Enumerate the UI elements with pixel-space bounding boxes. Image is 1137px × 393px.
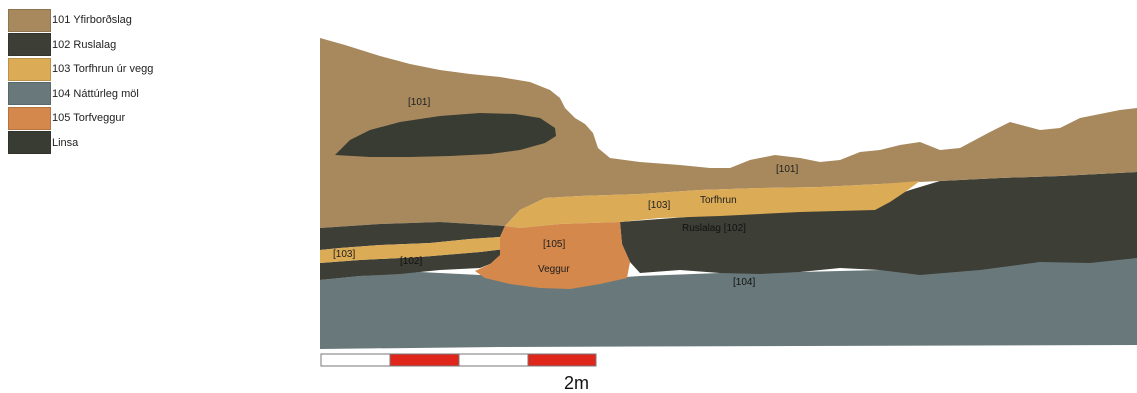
legend-swatch-104: [8, 82, 51, 106]
label-veggur: Veggur: [538, 264, 570, 275]
legend-item-103: 103 Torfhrun úr vegg: [8, 57, 153, 82]
legend-label-102: 102 Ruslalag: [52, 38, 117, 51]
legend-swatch-105: [8, 106, 51, 130]
legend-label-linsa: Linsa: [52, 136, 79, 149]
layer-101-topsoil: [320, 38, 1137, 228]
scale-segment-3: [458, 353, 529, 367]
label-105: [105]: [543, 239, 565, 250]
label-102: [102]: [400, 256, 422, 267]
legend-swatch-102: [8, 33, 51, 57]
legend-label-101: 101 Yfirborðslag: [52, 14, 132, 27]
layer-102-rubbish-left: [320, 249, 505, 280]
layer-105-turf-wall: [475, 222, 630, 289]
legend-item-104: 104 Náttúrleg möl: [8, 82, 153, 107]
legend-item-102: 102 Ruslalag: [8, 33, 153, 58]
label-104: [104]: [733, 277, 755, 288]
legend-item-linsa: Linsa: [8, 131, 153, 156]
legend-label-105: 105 Torfveggur: [52, 112, 126, 125]
scale-label: 2m: [564, 373, 589, 393]
scale-bar: 2m: [320, 353, 597, 393]
scale-segment-4: [527, 353, 597, 367]
legend-swatch-101: [8, 8, 51, 32]
label-torfhrun: Torfhrun: [700, 195, 737, 206]
label-ruslalag-102: Ruslalag [102]: [682, 223, 746, 234]
label-101-right: [101]: [776, 164, 798, 175]
layer-103-turf-collapse: [505, 181, 920, 228]
legend-label-104: 104 Náttúrleg möl: [52, 87, 139, 100]
legend-label-103: 103 Torfhrun úr vegg: [52, 63, 154, 76]
label-103-left: [103]: [333, 249, 355, 260]
layer-103-turf-collapse-left: [320, 237, 505, 263]
scale-segment-2: [389, 353, 460, 367]
label-101-upper: [101]: [408, 97, 430, 108]
legend-swatch-103: [8, 57, 51, 81]
legend-item-101: 101 Yfirborðslag: [8, 8, 153, 33]
scale-segment-1: [320, 353, 391, 367]
layer-102-upper-band: [320, 222, 505, 250]
layer-102-rubbish-right: [620, 172, 1137, 275]
legend-swatch-linsa: [8, 131, 51, 155]
legend: 101 Yfirborðslag 102 Ruslalag 103 Torfhr…: [8, 8, 153, 155]
legend-item-105: 105 Torfveggur: [8, 106, 153, 131]
lens-linsa: [335, 113, 556, 157]
label-103-center: [103]: [648, 200, 670, 211]
